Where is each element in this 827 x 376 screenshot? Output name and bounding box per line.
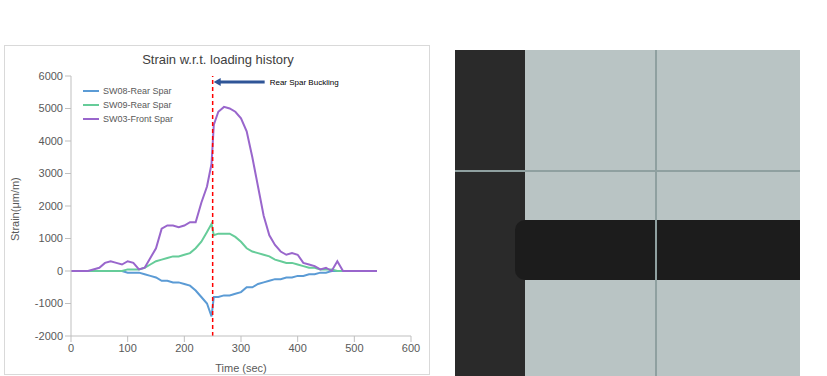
svg-text:1000: 1000: [39, 232, 63, 244]
svg-text:Rear Spar Buckling: Rear Spar Buckling: [270, 78, 339, 87]
html-text:SW03-Front Spar: SW03-Front Spar: [103, 114, 173, 124]
svg-text:200: 200: [175, 342, 193, 354]
svg-text:-2000: -2000: [35, 330, 63, 342]
svg-text:Time (sec): Time (sec): [215, 362, 267, 374]
svg-text:600: 600: [402, 342, 420, 354]
svg-text:4000: 4000: [39, 135, 63, 147]
svg-text:100: 100: [118, 342, 136, 354]
svg-text:3000: 3000: [39, 167, 63, 179]
svg-text:0: 0: [68, 342, 74, 354]
svg-text:6000: 6000: [39, 70, 63, 82]
html-text:SW08-Rear Spar: SW08-Rear Spar: [103, 86, 172, 96]
html-text:SW09-Rear Spar: SW09-Rear Spar: [103, 100, 172, 110]
svg-text:0: 0: [57, 265, 63, 277]
svg-text:Strain(μm/m): Strain(μm/m): [9, 177, 21, 241]
svg-text:2000: 2000: [39, 200, 63, 212]
svg-text:400: 400: [288, 342, 306, 354]
svg-text:500: 500: [345, 342, 363, 354]
svg-text:5000: 5000: [39, 102, 63, 114]
svg-text:-1000: -1000: [35, 297, 63, 309]
svg-text:300: 300: [232, 342, 250, 354]
html-text:Strain w.r.t. loading history: Strain w.r.t. loading history: [142, 52, 294, 67]
